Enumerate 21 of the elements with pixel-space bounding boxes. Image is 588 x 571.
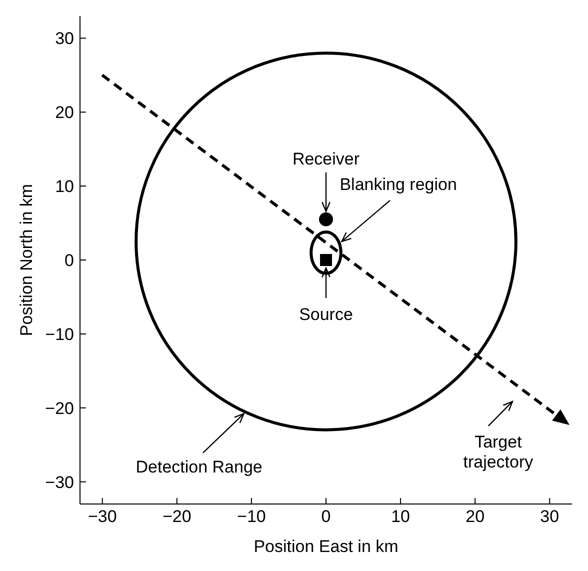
annotation: Detection Range [136, 457, 262, 476]
x-tick-label: −30 [88, 507, 117, 526]
x-tick-label: −10 [237, 507, 266, 526]
x-axis-title: Position East in km [254, 537, 398, 556]
y-tick-label: 10 [55, 177, 74, 196]
y-axis-title: Position North in km [17, 184, 36, 336]
y-tick-label: 30 [55, 29, 74, 48]
y-tick-label: −30 [45, 472, 74, 492]
x-tick-label: 10 [391, 507, 410, 526]
x-tick-label: 30 [540, 507, 560, 526]
y-tick-label: −10 [45, 324, 74, 344]
annotation: Target trajectory [463, 432, 534, 472]
y-tick-label: 0 [64, 251, 74, 270]
x-tick-label: −20 [162, 507, 192, 526]
x-tick-label: 20 [466, 507, 485, 526]
annotation: Receiver [292, 149, 360, 168]
y-tick-label: −20 [45, 398, 74, 418]
x-tick-label: 0 [321, 507, 331, 526]
annotation: Source [299, 305, 353, 324]
annotation: Blanking region [340, 175, 457, 194]
y-tick-label: 20 [55, 103, 74, 122]
